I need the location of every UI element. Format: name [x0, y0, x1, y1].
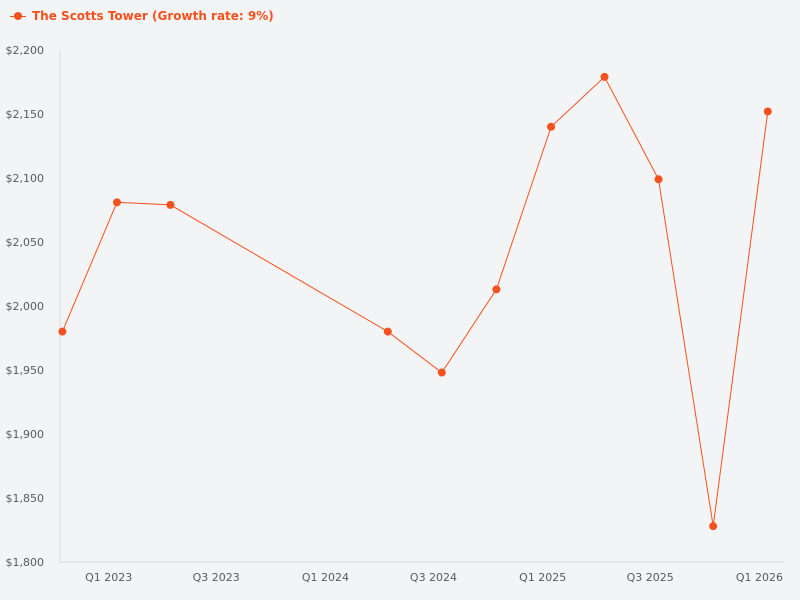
x-tick-label: Q3 2023	[193, 571, 240, 584]
y-tick-label: $1,800	[6, 556, 45, 569]
x-tick-label: Q3 2025	[627, 571, 674, 584]
data-point	[166, 200, 175, 209]
x-tick-label: Q1 2026	[736, 571, 783, 584]
y-tick-label: $1,950	[6, 364, 45, 377]
y-tick-label: $2,150	[6, 108, 45, 121]
data-point	[492, 285, 501, 294]
x-tick-label: Q1 2024	[302, 571, 349, 584]
y-tick-label: $1,900	[6, 428, 45, 441]
legend-label: The Scotts Tower (Growth rate: 9%)	[32, 9, 274, 23]
legend-marker-icon	[10, 11, 26, 21]
data-point	[600, 72, 609, 81]
y-tick-label: $2,000	[6, 300, 45, 313]
x-tick-label: Q3 2024	[410, 571, 457, 584]
data-point	[437, 368, 446, 377]
data-point	[58, 327, 67, 336]
y-tick-label: $1,850	[6, 492, 45, 505]
y-tick-label: $2,050	[6, 236, 45, 249]
x-tick-label: Q1 2023	[85, 571, 132, 584]
series-line	[61, 76, 769, 527]
legend[interactable]: The Scotts Tower (Growth rate: 9%)	[10, 9, 274, 23]
y-tick-label: $2,200	[6, 44, 45, 57]
data-point	[763, 107, 772, 116]
data-point	[113, 198, 122, 207]
data-point	[654, 175, 663, 184]
data-point	[383, 327, 392, 336]
legend-dot	[14, 12, 22, 20]
data-point	[547, 122, 556, 131]
data-point	[709, 522, 718, 531]
y-tick-label: $2,100	[6, 172, 45, 185]
x-tick-label: Q1 2025	[519, 571, 566, 584]
